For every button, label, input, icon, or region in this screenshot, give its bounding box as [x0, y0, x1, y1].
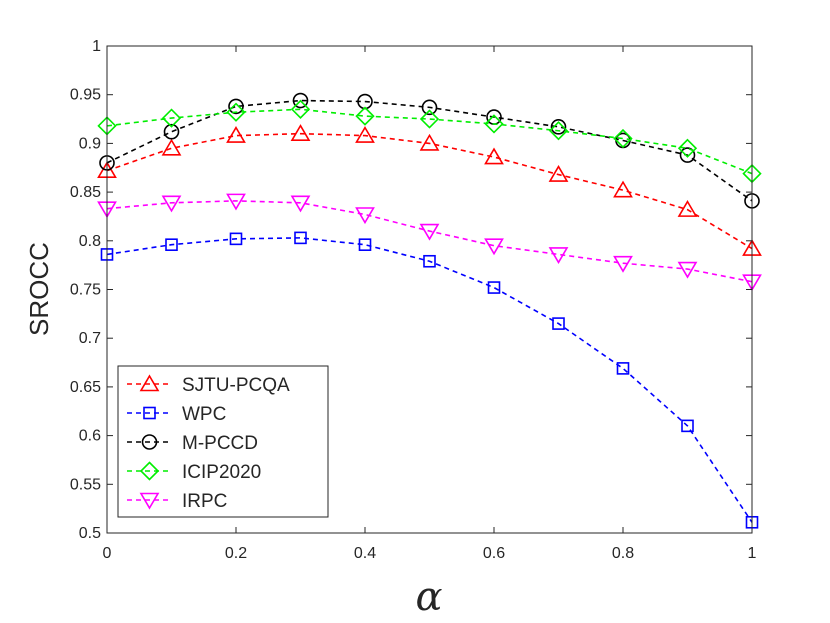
x-tick-label: 0.4 [354, 545, 376, 562]
data-point-wpc [229, 232, 243, 246]
data-point-icip2020 [161, 108, 182, 128]
series-irpc [97, 193, 762, 292]
data-point-sjtu-pcqa [677, 200, 698, 217]
y-tick-label: 0.85 [70, 184, 101, 201]
data-point-irpc [226, 193, 246, 211]
x-tick-label: 0 [103, 545, 112, 562]
legend: SJTU-PCQA WPC M-PCCD ICIP2020 IRPC [117, 365, 329, 518]
legend-label: IRPC [182, 491, 227, 512]
data-point-m-pccd [163, 123, 180, 140]
data-point-irpc [484, 238, 504, 256]
legend-marker [139, 492, 160, 510]
legend-label: ICIP2020 [182, 462, 261, 483]
data-point-m-pccd [550, 119, 567, 135]
y-tick-label: 0.65 [70, 379, 101, 396]
legend-item-icip2020: ICIP2020 [127, 461, 261, 483]
data-point-irpc [677, 261, 698, 279]
data-point-sjtu-pcqa [613, 180, 633, 198]
data-point-sjtu-pcqa [484, 147, 504, 165]
legend-item-wpc: WPC [127, 404, 226, 425]
data-point-wpc [423, 254, 436, 268]
y-tick-label: 0.55 [70, 476, 101, 493]
series-line-irpc [106, 200, 753, 283]
data-point-sjtu-pcqa [548, 164, 569, 182]
x-tick-label: 0.8 [612, 545, 634, 562]
series-line-sjtu-pcqa [106, 132, 753, 250]
y-tick-label: 0.75 [70, 282, 101, 299]
x-tick-label: 1 [748, 545, 757, 562]
data-point-wpc [487, 281, 501, 294]
data-point-irpc [548, 247, 569, 265]
x-axis-label: α [415, 574, 442, 620]
data-point-sjtu-pcqa [419, 133, 440, 151]
series-sjtu-pcqa [97, 124, 762, 256]
data-point-sjtu-pcqa [355, 126, 375, 143]
data-point-sjtu-pcqa [290, 124, 311, 141]
x-tick-label: 0.2 [225, 545, 247, 562]
legend-item-irpc: IRPC [127, 491, 227, 512]
data-point-sjtu-pcqa [226, 126, 246, 143]
data-point-icip2020 [355, 106, 375, 126]
y-tick-label: 0.9 [79, 135, 101, 152]
data-point-irpc [419, 223, 440, 241]
data-point-irpc [161, 195, 182, 213]
series-line-icip2020 [106, 108, 753, 175]
data-point-sjtu-pcqa [161, 138, 182, 156]
data-point-wpc [552, 317, 565, 330]
data-point-icip2020 [548, 121, 569, 141]
data-point-wpc [681, 419, 694, 433]
data-point-wpc [165, 238, 178, 251]
data-point-wpc [294, 231, 307, 245]
y-tick-label: 0.6 [79, 428, 101, 445]
legend-marker [139, 374, 160, 392]
y-tick-label: 1 [92, 38, 101, 55]
data-point-icip2020 [226, 102, 246, 122]
data-point-icip2020 [677, 138, 698, 158]
y-tick-label: 0.8 [79, 233, 101, 250]
y-tick-label: 0.95 [70, 87, 101, 104]
legend-marker [139, 461, 160, 481]
legend-label: WPC [182, 404, 226, 425]
data-point-m-pccd [679, 147, 696, 163]
data-point-icip2020 [613, 128, 633, 149]
axes: 0 0.2 0.4 0.6 0.8 1 0.5 0.55 0.6 0.65 0.7 0.75 0.8 0.… [70, 38, 757, 562]
legend-label: SJTU-PCQA [182, 375, 290, 396]
series-line-wpc [106, 237, 753, 523]
data-point-icip2020 [419, 109, 440, 129]
data-point-m-pccd [421, 99, 438, 116]
series-icip2020 [97, 99, 762, 184]
legend-marker [143, 406, 156, 420]
legend-marker [141, 434, 158, 450]
data-point-icip2020 [484, 114, 504, 134]
data-point-icip2020 [290, 99, 311, 119]
y-tick-label: 0.5 [79, 525, 101, 542]
data-point-m-pccd [228, 98, 244, 115]
legend-item-m-pccd: M-PCCD [127, 433, 258, 454]
data-point-irpc [613, 255, 633, 273]
x-tick-label: 0.6 [483, 545, 505, 562]
data-point-m-pccd [292, 92, 309, 109]
legend-label: M-PCCD [182, 433, 258, 454]
series-layer [97, 92, 762, 529]
data-point-wpc [616, 362, 630, 375]
legend-item-sjtu-pcqa: SJTU-PCQA [127, 374, 290, 396]
data-point-wpc [358, 238, 372, 251]
y-tick-label: 0.7 [79, 330, 101, 347]
data-point-irpc [355, 207, 375, 225]
y-axis-label: SROCC [24, 242, 54, 336]
data-point-irpc [290, 195, 311, 213]
